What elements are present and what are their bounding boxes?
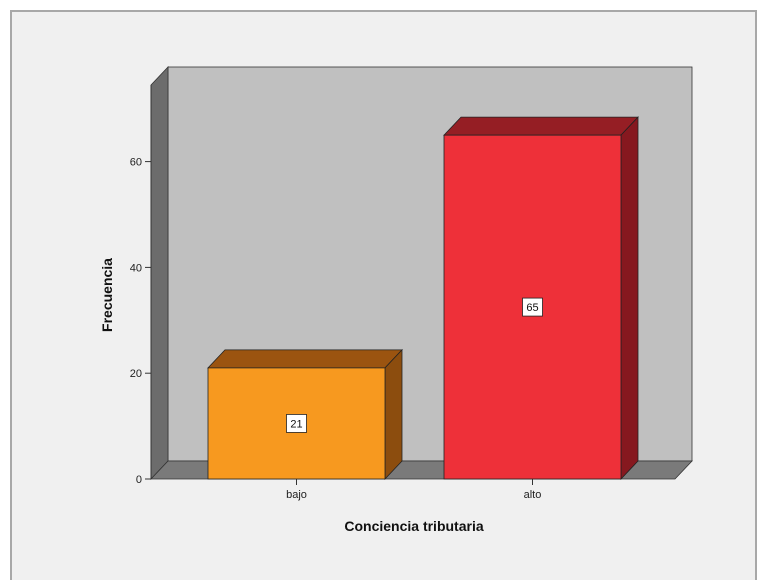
y-axis-title: Frecuencia <box>99 258 115 332</box>
x-tick-label: alto <box>524 489 542 501</box>
data-label-box <box>286 414 307 433</box>
bar-bajo: 21 <box>207 348 403 481</box>
y-tick-label: 20 <box>130 368 142 380</box>
y-tick-label: 60 <box>130 157 142 169</box>
y-ticks: 0 20 40 60 <box>130 85 152 486</box>
bars: 21 65 <box>207 116 639 481</box>
side-wall <box>150 65 169 481</box>
bar-chart: 0 20 40 60 21 65 bajo alto Conciencia tributa… <box>99 65 693 534</box>
bar-alto: 65 <box>443 116 639 481</box>
bar-top-face <box>443 116 639 136</box>
bar-side-face <box>620 116 639 481</box>
data-label: 21 <box>290 418 302 430</box>
bar-side-face <box>384 348 403 481</box>
x-tick-labels: bajo alto <box>286 479 541 501</box>
x-axis-title: Conciencia tributaria <box>344 518 483 534</box>
x-tick-label: bajo <box>286 489 307 501</box>
y-tick-label: 0 <box>136 474 142 486</box>
data-label-box <box>522 297 543 317</box>
bar-top-face <box>207 349 403 369</box>
y-tick-label: 40 <box>130 262 142 274</box>
chart-frame: 0 20 40 60 21 65 bajo alto Conciencia tributa… <box>10 10 757 580</box>
data-label: 65 <box>526 302 538 314</box>
y-axis: 0 20 40 60 <box>130 85 152 486</box>
